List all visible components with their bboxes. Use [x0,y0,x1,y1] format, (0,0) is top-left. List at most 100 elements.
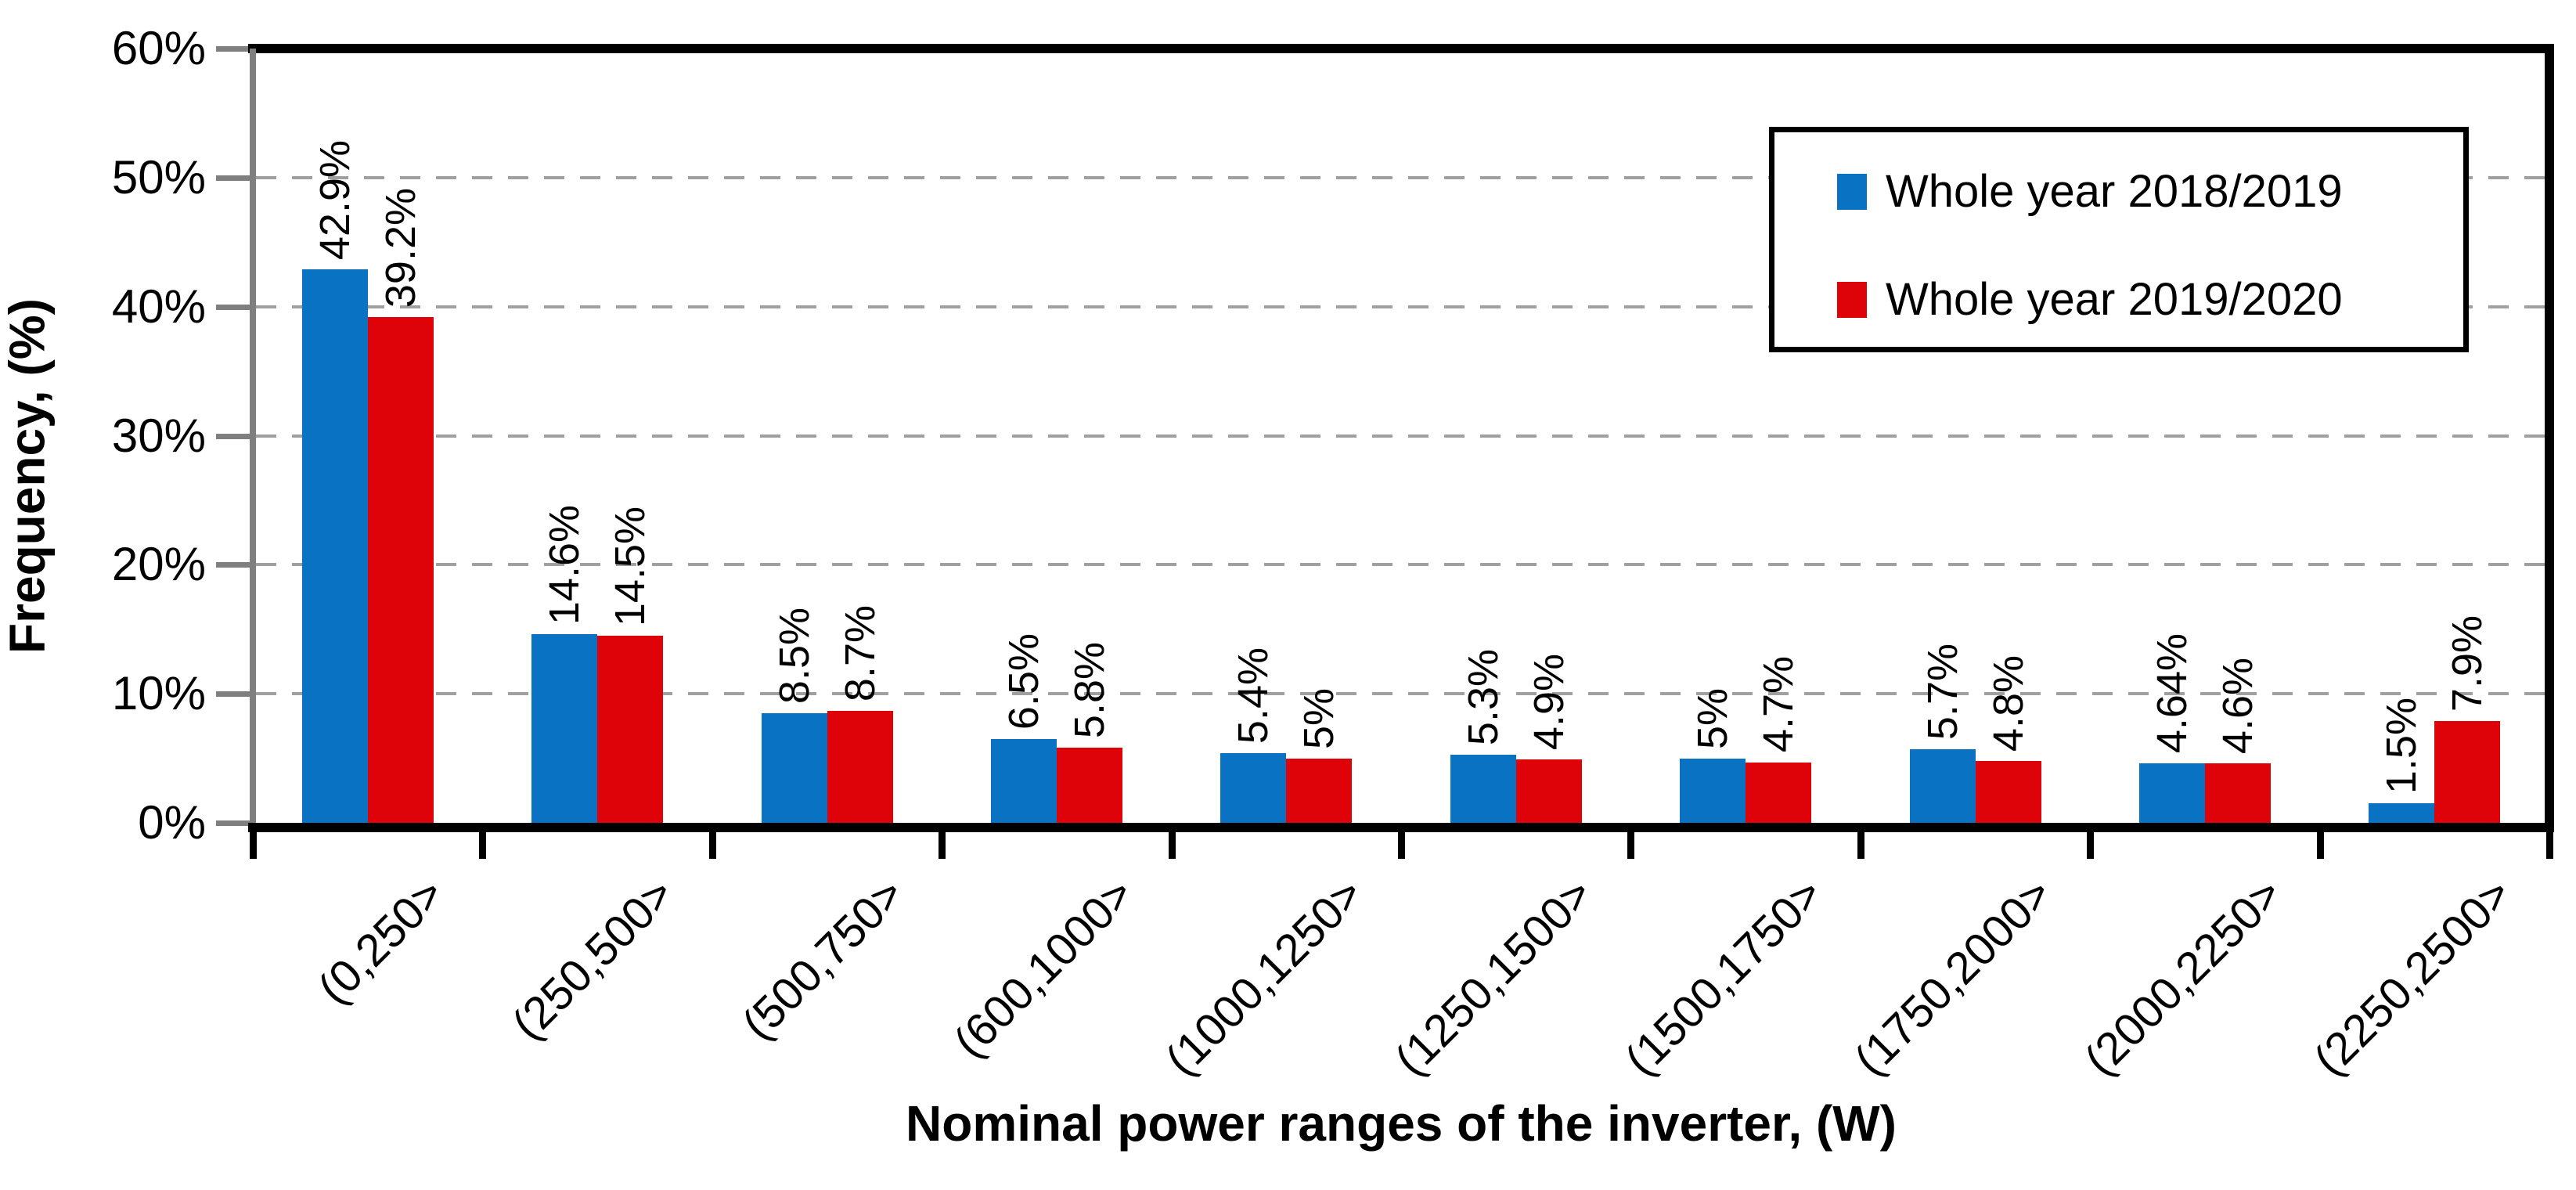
bar-label-text: 5% [1295,687,1343,749]
bar-label-text: 4.64% [2148,633,2196,754]
bar-label-text: 8.5% [770,607,818,704]
bar-label-series2-(1250,1500>: 4.9% [1514,654,1584,750]
gridline-50 [256,175,2546,179]
bar-label-series2-(2250,2500>: 7.9% [2432,615,2502,712]
y-tick-60 [216,46,253,52]
bar-label-series2-(1000,1250>: 5% [1284,688,1354,749]
x-axis-title: Nominal power ranges of the inverter, (W… [906,1095,1897,1152]
bar-label-text: 5.8% [1065,642,1113,739]
y-tick-label-30%: 30% [111,409,206,462]
bar-series1-(2000,2250> [2138,763,2205,823]
x-category-label-(1500,1750>: (1500,1750> [1615,867,1832,1086]
x-category-label-(1750,2000>: (1750,2000> [1844,867,2063,1086]
x-tick-6 [1627,823,1635,859]
bar-label-text: 14.5% [607,506,654,626]
bar-label-text: 7.9% [2444,615,2491,712]
legend-label-series1: Whole year 2018/2019 [1886,166,2343,217]
bar-label-text: 42.9% [311,139,358,260]
bar-label-text: 5.3% [1459,648,1507,745]
bar-label-series2-(1750,2000>: 4.8% [1973,655,2044,752]
y-tick-50 [216,175,253,181]
bar-series2-(500,750> [827,710,893,823]
legend-swatch-series2 [1837,281,1867,318]
x-tick-8 [2087,823,2095,859]
bar-series1-(0,250> [301,269,368,823]
plot-border-top [248,44,2554,53]
bar-series1-(1000,1250> [1220,752,1287,823]
bar-label-series1-(1750,2000>: 5.7% [1908,644,1978,740]
y-tick-label-10%: 10% [111,667,206,720]
x-tick-3 [939,823,946,859]
x-tick-2 [708,823,716,859]
x-tick-1 [479,823,487,859]
plot-border-right [2545,44,2554,832]
x-tick-9 [2316,823,2324,859]
bar-label-text: 1.5% [2378,698,2426,795]
bar-label-series1-(1250,1500>: 5.3% [1448,649,1519,745]
bar-label-series1-(250,500>: 14.6% [529,505,600,625]
bar-label-series1-(500,750>: 8.5% [759,608,830,704]
legend: Whole year 2018/2019 Whole year 2019/2020 [1769,127,2469,352]
y-tick-20 [216,562,253,568]
x-category-label-(2000,2250>: (2000,2250> [2074,867,2292,1086]
bar-series1-(600,1000> [990,738,1057,823]
bar-series2-(1250,1500> [1515,759,1582,823]
bar-label-series1-(1500,1750>: 5% [1677,688,1748,749]
bar-label-series2-(250,500>: 14.5% [595,507,665,626]
gridline-10 [256,692,2546,696]
x-category-label-(1250,1500>: (1250,1500> [1385,867,1603,1086]
bar-label-text: 5.4% [1230,647,1277,744]
x-tick-5 [1398,823,1405,859]
bar-series2-(0,250> [367,316,434,823]
y-tick-label-0%: 0% [138,796,206,849]
x-tick-0 [250,823,257,859]
bar-label-series2-(600,1000>: 5.8% [1054,642,1125,738]
bar-label-text: 4.8% [1984,654,2032,752]
gridline-30 [256,434,2546,438]
bar-series1-(500,750> [761,712,827,823]
bar-label-text: 14.6% [541,505,589,626]
bar-label-text: 6.5% [1000,633,1047,730]
x-category-label-(1000,1250>: (1000,1250> [1155,867,1373,1086]
bar-label-text: 4.6% [2214,658,2261,755]
x-category-label-(500,750>: (500,750> [732,867,914,1050]
x-tick-7 [1857,823,1864,859]
x-axis-line [248,823,2554,832]
y-tick-label-50%: 50% [111,150,206,204]
bar-label-series2-(500,750>: 8.7% [825,605,895,701]
bar-series2-(1000,1250> [1286,758,1353,823]
bar-label-series1-(0,250>: 42.9% [300,140,370,260]
bar-label-series1-(2000,2250>: 4.64% [2137,633,2207,753]
x-tick-10 [2546,823,2553,859]
legend-item-whole-year-2019-2020: Whole year 2019/2020 [1837,273,2343,326]
bar-series1-(1750,2000> [1909,749,1976,823]
bar-series2-(1750,2000> [1975,760,2041,823]
y-tick-40 [216,304,253,310]
y-tick-label-40%: 40% [111,279,206,333]
x-category-label-(2250,2500>: (2250,2500> [2304,867,2521,1086]
bar-series2-(1500,1750> [1746,762,1812,823]
x-category-label-(0,250>: (0,250> [308,867,455,1014]
bar-series1-(2250,2500> [2369,803,2435,823]
x-category-label-(600,1000>: (600,1000> [943,867,1144,1068]
y-tick-30 [216,433,253,439]
gridline-20 [256,563,2546,567]
bar-label-series1-(600,1000>: 6.5% [989,633,1059,730]
legend-swatch-series1 [1837,173,1867,210]
bar-series1-(1250,1500> [1450,754,1516,823]
bar-label-series1-(1000,1250>: 5.4% [1218,647,1288,744]
bar-series1-(1500,1750> [1680,758,1746,823]
bar-label-series2-(2000,2250>: 4.6% [2203,658,2273,754]
bar-label-series1-(2250,2500>: 1.5% [2366,698,2437,794]
bar-series2-(2000,2250> [2204,763,2271,823]
y-tick-10 [216,691,253,698]
bar-series2-(250,500> [597,635,664,823]
x-category-label-(250,500>: (250,500> [502,867,684,1050]
bar-label-series2-(0,250>: 39.2% [366,188,436,308]
y-tick-0 [216,820,253,826]
bar-label-text: 8.7% [836,604,884,701]
bar-series2-(2250,2500> [2434,720,2501,823]
bar-series1-(250,500> [531,634,598,823]
y-tick-label-60%: 60% [111,22,206,74]
